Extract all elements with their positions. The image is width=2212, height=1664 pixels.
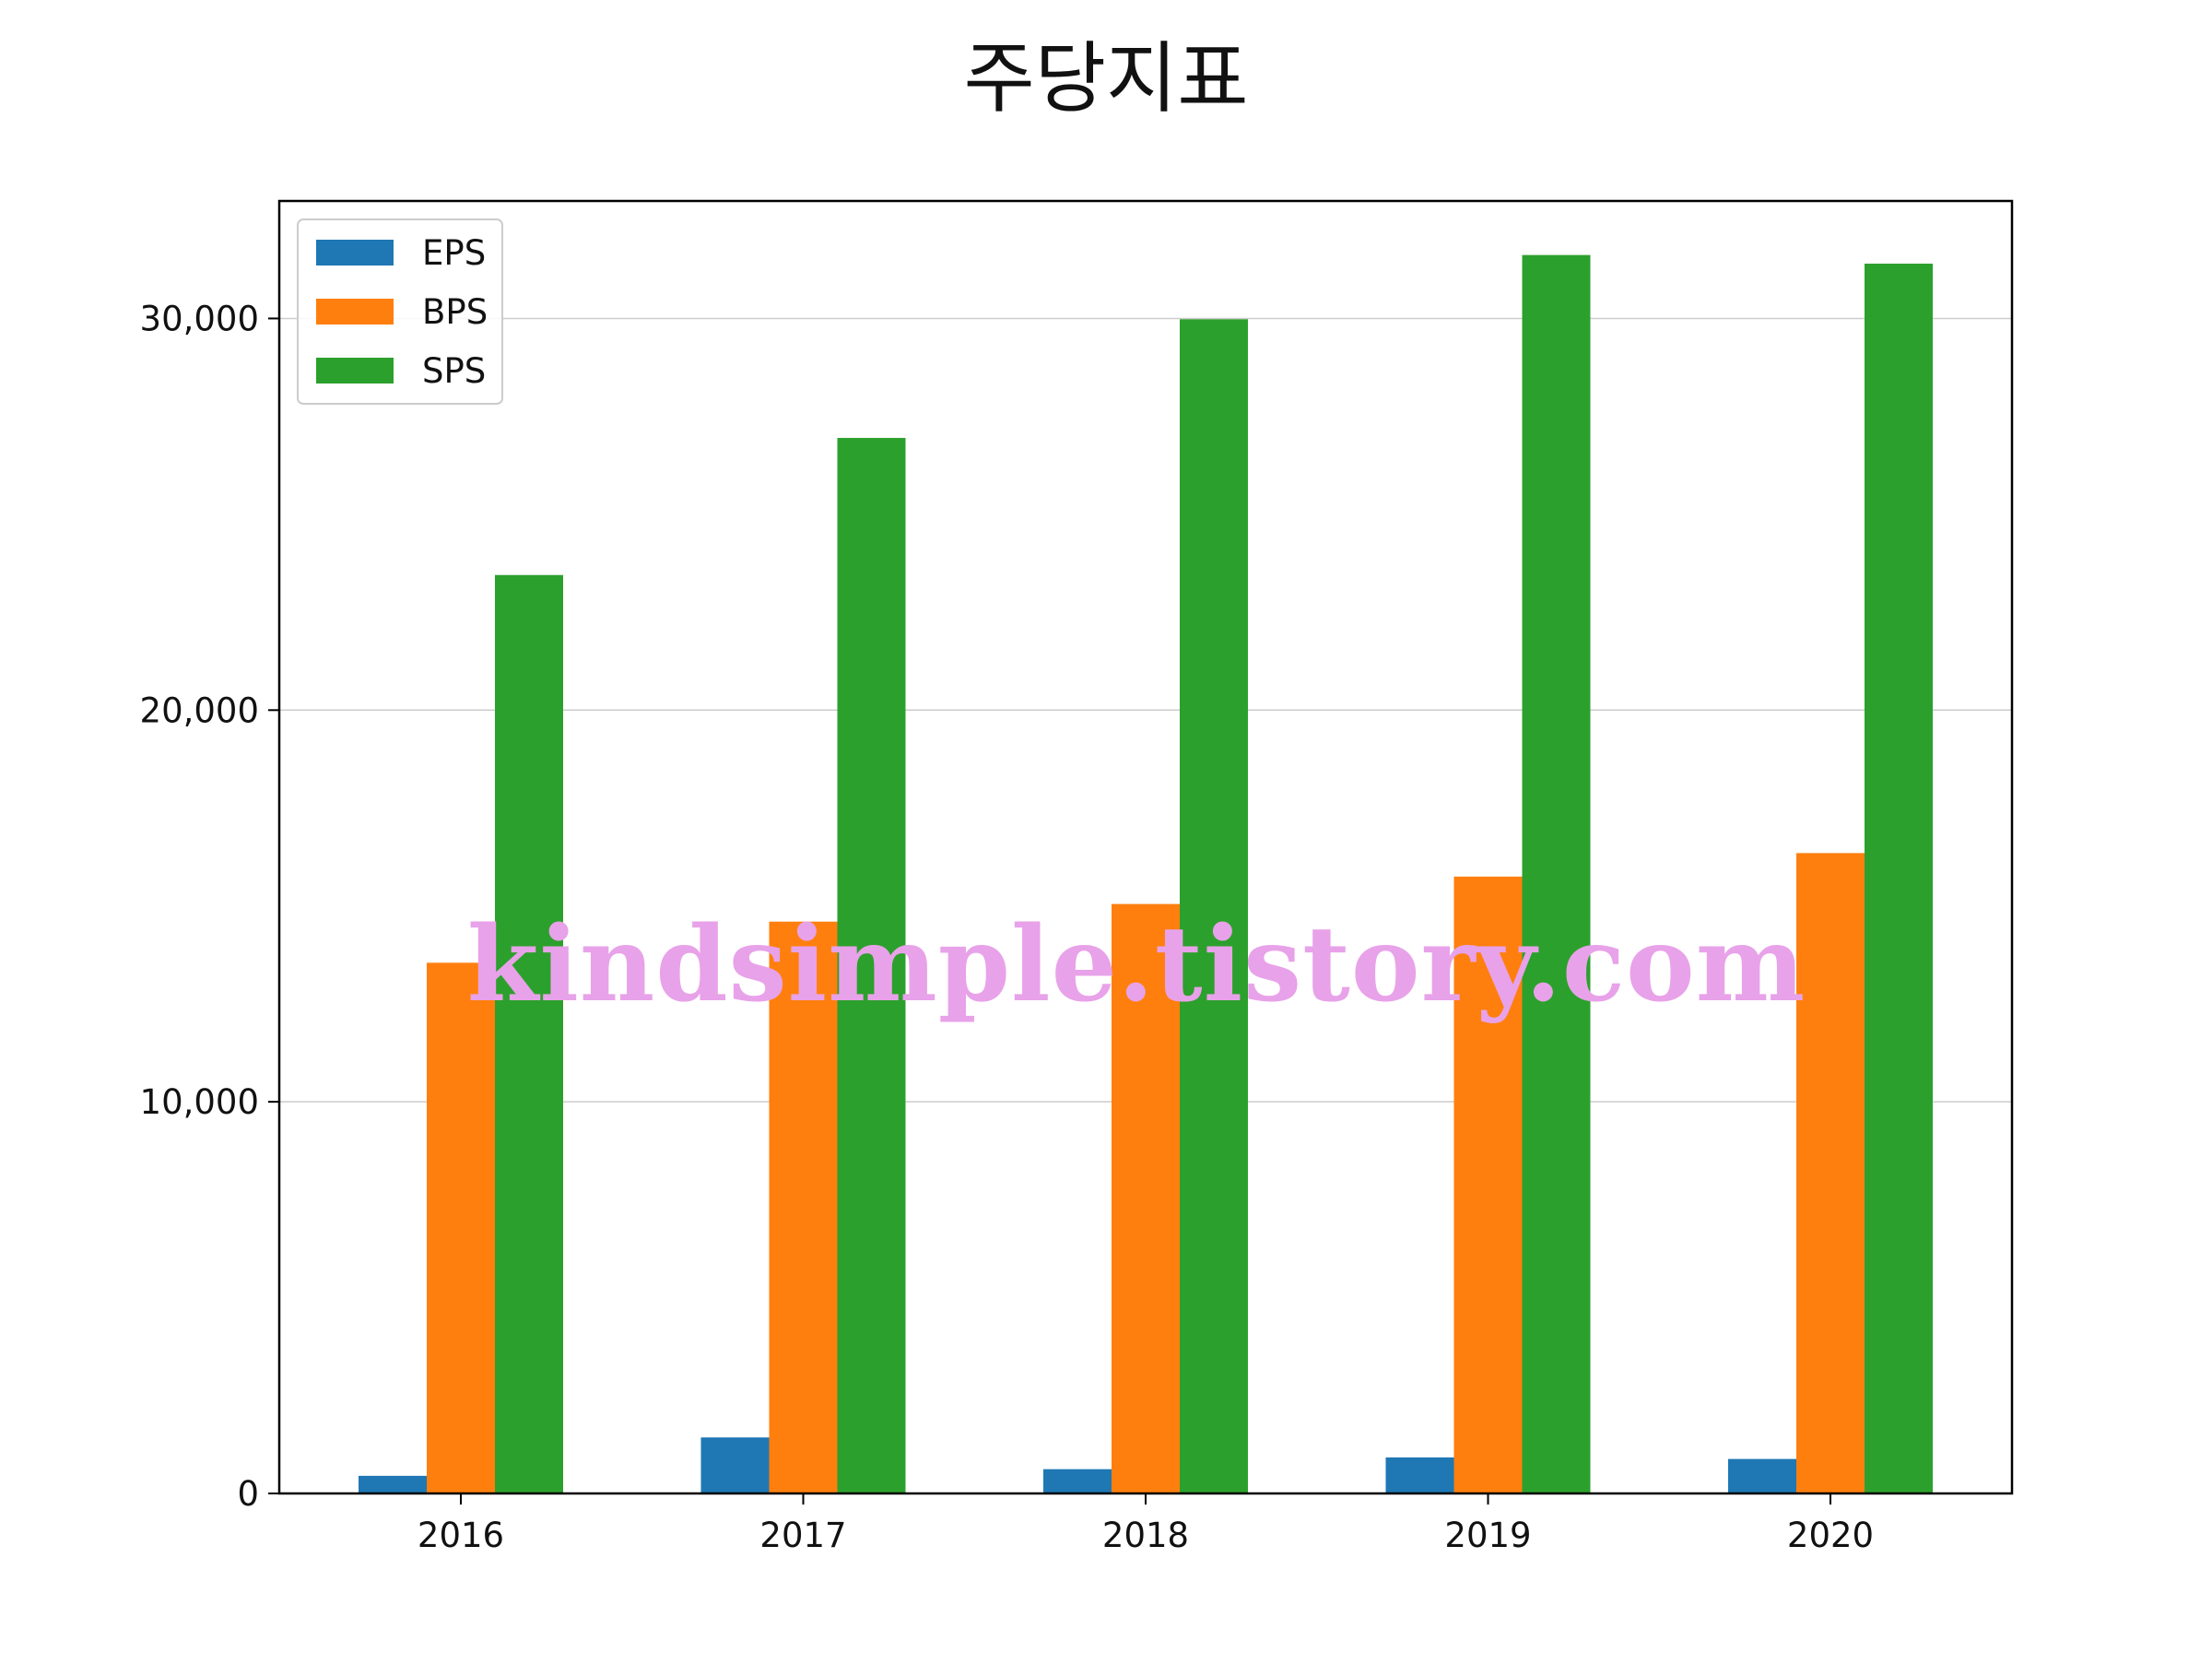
x-tick-label: 2019 [1444, 1516, 1531, 1555]
bar-eps-2018 [1043, 1469, 1112, 1493]
chart-title: 주당지표 [963, 33, 1249, 124]
bar-sps-2019 [1522, 254, 1591, 1493]
bar-bps-2020 [1796, 853, 1865, 1493]
y-tick-label: 20,000 [140, 690, 259, 730]
bar-eps-2016 [359, 1475, 427, 1493]
bar-eps-2020 [1728, 1458, 1796, 1493]
legend-swatch-bps [316, 299, 394, 325]
bar-sps-2018 [1180, 319, 1248, 1494]
plot-frame [277, 199, 2014, 1495]
bar-sps-2016 [495, 574, 563, 1493]
bar-bps-2017 [769, 921, 838, 1493]
bar-bps-2018 [1112, 903, 1180, 1493]
bar-sps-2017 [837, 438, 906, 1493]
bar-eps-2017 [700, 1437, 770, 1493]
bar-bps-2019 [1453, 876, 1523, 1493]
x-tick-label: 2016 [418, 1516, 504, 1555]
bar-eps-2019 [1385, 1457, 1454, 1493]
watermark-text: kindsimple.tistory.com [467, 904, 1806, 1025]
legend-label-bps: BPS [422, 292, 488, 332]
legend-label-eps: EPS [422, 233, 486, 273]
bar-bps-2016 [427, 962, 495, 1493]
legend-swatch-sps [316, 358, 394, 384]
legend-swatch-eps [316, 240, 394, 266]
bar-sps-2020 [1865, 263, 1933, 1493]
x-tick-label: 2020 [1787, 1516, 1874, 1555]
legend-label-sps: SPS [422, 351, 486, 391]
x-tick-label: 2017 [759, 1516, 846, 1555]
y-tick-label: 30,000 [140, 299, 259, 338]
y-tick-label: 0 [237, 1474, 259, 1514]
y-tick-label: 10,000 [140, 1082, 259, 1122]
x-tick-label: 2018 [1102, 1516, 1189, 1555]
